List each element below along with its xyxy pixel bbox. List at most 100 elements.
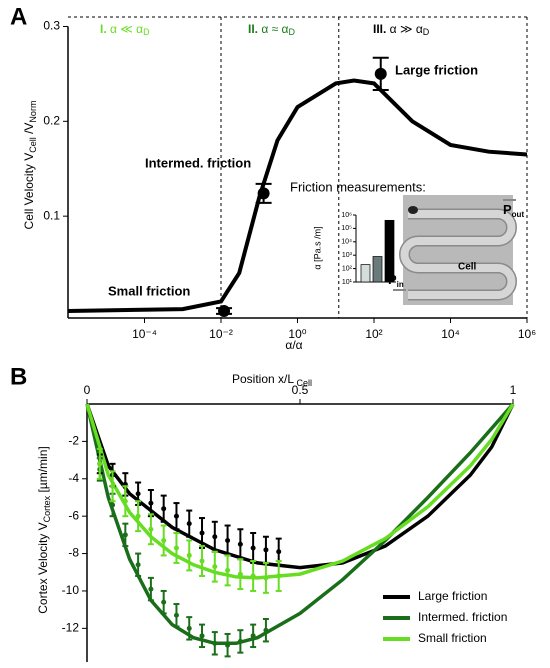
y-tick-label: -10 (62, 583, 80, 597)
fit-curve (85, 403, 515, 580)
cell-blob (408, 206, 418, 214)
data-point (186, 552, 192, 558)
inset-y-tick-label: 10⁵ (341, 225, 352, 232)
data-point (161, 599, 167, 605)
data-point (199, 530, 205, 536)
y-tick-label: -8 (68, 546, 79, 560)
data-point (263, 547, 269, 553)
region-text: α ≫ α (386, 22, 423, 36)
region-sub: D (423, 27, 430, 37)
channel (400, 210, 516, 299)
fit-curve (85, 402, 515, 646)
data-point (173, 545, 179, 551)
inset-bar (372, 256, 383, 283)
x-tick-label: 10⁶ (518, 327, 536, 341)
data-point (135, 513, 141, 519)
data-point (237, 638, 243, 644)
axis-label: Position x/L Cell (232, 372, 312, 388)
label-part: Cell (294, 378, 312, 388)
x-tick-label: 1 (510, 383, 517, 397)
x-tick-label: 10⁻² (209, 327, 233, 341)
data-point (250, 573, 256, 579)
inset-y-tick-label: 10³ (342, 252, 353, 259)
data-point (237, 541, 243, 547)
data-point (276, 573, 282, 579)
inset-y-label: α [Pa.s /m] (312, 226, 322, 269)
inset-y-tick-label: 10¹ (342, 279, 353, 286)
annotation: Large friction (395, 62, 478, 77)
x-tick-label: 10⁴ (441, 327, 460, 341)
axis-label: Cell Velocity VCell /VNorm (22, 101, 38, 230)
annotation: Intermed. friction (145, 155, 251, 170)
data-point (374, 67, 387, 80)
data-point (110, 502, 116, 508)
label-part: in (397, 280, 404, 289)
label-part: P (503, 202, 512, 217)
region-numeral: III. (373, 22, 386, 36)
data-point (225, 642, 231, 648)
annotation: Small friction (108, 283, 190, 298)
label-part: Norm (28, 101, 38, 123)
outlet-label: Pout (503, 202, 524, 219)
region-label: III. α ≫ αD (373, 22, 430, 37)
data-point (250, 545, 256, 551)
microscope-image (393, 195, 517, 305)
y-tick-label: 0.2 (43, 113, 60, 127)
data-point (218, 305, 231, 317)
y-tick-label: -2 (68, 434, 79, 448)
y-tick-label: 0.1 (43, 208, 60, 222)
region-numeral: I. (100, 22, 107, 36)
inset-title: Friction measurements: (290, 179, 426, 194)
inset-bar (384, 219, 395, 283)
data-point (186, 625, 192, 631)
cell-label: Cell (458, 262, 477, 273)
label-part: Cell (28, 137, 38, 153)
data-point (263, 575, 269, 581)
data-point (257, 187, 270, 200)
region-sub: D (143, 27, 150, 37)
inset-y-tick-label: 10² (342, 265, 353, 272)
label-part: [µm/min] (36, 446, 50, 496)
x-tick-label: 10⁰ (288, 327, 306, 341)
data-point (173, 612, 179, 618)
data-point (263, 627, 269, 633)
region-label: I. α ≪ αD (100, 22, 150, 37)
data-point (122, 532, 128, 538)
inset-y-tick-label: 10⁴ (341, 239, 352, 246)
data-point (212, 534, 218, 540)
data-point (276, 549, 282, 555)
x-axis-label: α/α (285, 338, 302, 352)
data-point (212, 564, 218, 570)
legend-label: Small friction (418, 631, 487, 645)
y-tick-label: -12 (62, 621, 80, 635)
label-part: Cell Velocity V (22, 153, 36, 230)
x-tick-label: 10⁻⁴ (132, 327, 157, 341)
region-text: α ≪ α (107, 22, 144, 36)
x-tick-label: 10² (365, 327, 382, 341)
x-tick-label: 0.5 (292, 383, 309, 397)
data-point (237, 571, 243, 577)
label-part: Position x/L (232, 372, 294, 386)
data-point (161, 537, 167, 543)
panel-label: A (10, 3, 27, 30)
panel-label: B (10, 363, 27, 390)
label-part: Cortex Velocity V (36, 522, 50, 613)
data-point (148, 500, 154, 506)
data-point (250, 633, 256, 639)
data-point (148, 586, 154, 592)
y-tick-label: -4 (68, 471, 79, 485)
x-tick-label: 0 (84, 383, 91, 397)
data-point (186, 521, 192, 527)
legend-label: Large friction (418, 589, 487, 603)
data-point (110, 483, 116, 489)
label-part: Cortex (42, 495, 52, 522)
data-point (122, 498, 128, 504)
label-part: P (388, 272, 397, 287)
data-point (97, 461, 103, 467)
fit-curve (85, 403, 515, 570)
data-point (161, 506, 167, 512)
data-point (199, 558, 205, 564)
region-sub: D (288, 27, 295, 37)
legend-label: Intermed. friction (418, 610, 507, 624)
